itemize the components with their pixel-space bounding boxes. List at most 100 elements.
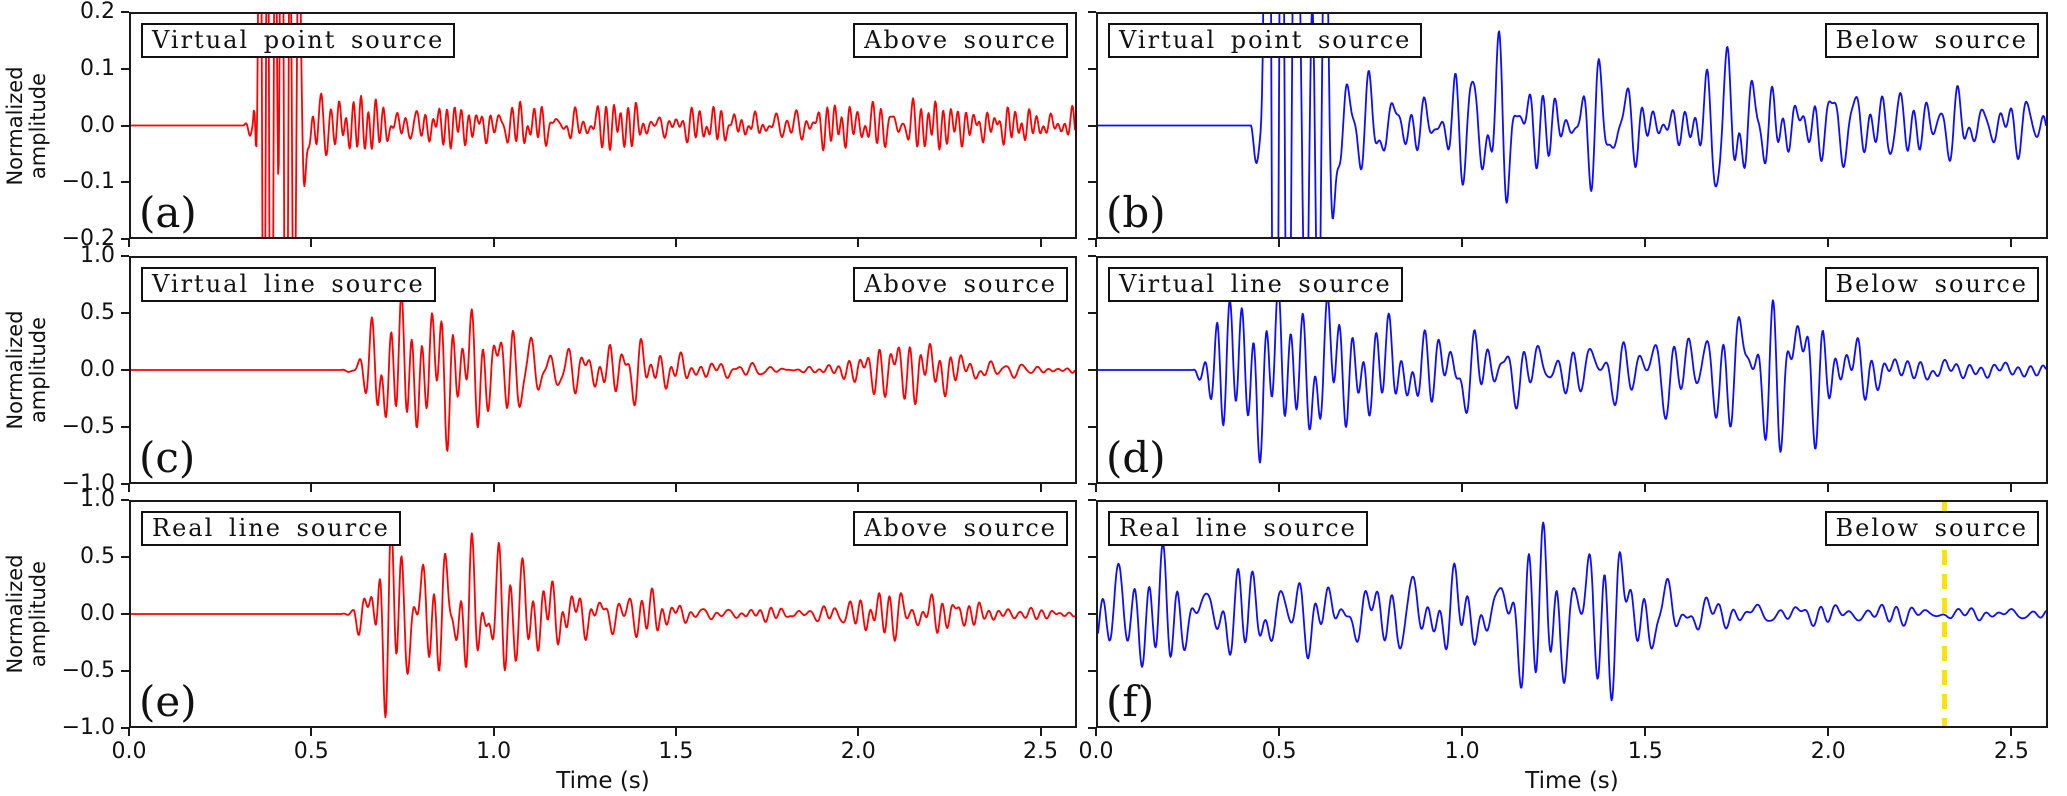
waveform-svg xyxy=(131,14,1075,237)
x-tick xyxy=(857,239,860,247)
source-label-box: Virtual line source xyxy=(141,267,436,302)
source-label-box: Virtual point source xyxy=(141,23,456,58)
y-tick-label: 0.0 xyxy=(80,357,115,382)
y-tick xyxy=(1088,727,1096,729)
x-tick xyxy=(1039,239,1042,247)
panel-letter-c: (c) xyxy=(139,433,196,482)
y-tick xyxy=(1088,499,1096,501)
waveform-svg xyxy=(131,521,1075,719)
x-tick xyxy=(128,728,130,736)
waveform-svg xyxy=(131,292,1075,452)
panel-f: (f) Real line source Below source xyxy=(1096,500,2048,728)
panel-b: (b) Virtual point source Below source xyxy=(1096,12,2048,239)
y-tick xyxy=(1088,613,1096,615)
y-tick xyxy=(121,181,129,184)
y-tick-label: 0.5 xyxy=(80,300,115,325)
event-marker-line xyxy=(1941,502,1947,726)
panel-letter-f: (f) xyxy=(1106,677,1155,726)
x-tick xyxy=(492,728,495,736)
position-label-box: Above source xyxy=(853,23,1068,58)
x-tick xyxy=(1827,239,1830,247)
y-tick xyxy=(121,556,129,558)
waveform-svg xyxy=(1098,521,2046,702)
waveform-trace xyxy=(131,521,1075,719)
x-tick xyxy=(1827,484,1830,492)
panel-letter-e: (e) xyxy=(139,677,197,726)
y-tick xyxy=(121,11,129,13)
y-tick xyxy=(1088,11,1096,13)
position-label-box: Above source xyxy=(853,511,1068,546)
y-tick xyxy=(121,238,129,240)
x-tick-label: 2.0 xyxy=(840,739,876,764)
panel-a: (a) Virtual point source Above source xyxy=(129,12,1077,239)
x-tick-label: 2.0 xyxy=(1810,739,1846,764)
y-tick xyxy=(1088,483,1096,485)
x-tick xyxy=(1278,728,1281,736)
x-tick xyxy=(1095,239,1097,247)
y-tick xyxy=(1088,255,1096,257)
x-tick-label: 1.5 xyxy=(658,739,694,764)
x-tick xyxy=(310,239,313,247)
y-tick xyxy=(1088,181,1096,184)
x-tick xyxy=(492,484,495,492)
x-tick xyxy=(1461,728,1464,736)
y-tick xyxy=(121,499,129,501)
waveform-trace xyxy=(1098,521,2046,702)
y-tick xyxy=(1088,556,1096,558)
x-tick xyxy=(1278,484,1281,492)
y-tick xyxy=(1088,426,1096,428)
y-tick xyxy=(1088,312,1096,314)
x-tick xyxy=(310,484,313,492)
y-tick xyxy=(121,613,129,615)
waveform-svg xyxy=(1098,284,2046,464)
waveform-trace xyxy=(1098,14,2046,237)
x-tick xyxy=(674,728,677,736)
x-tick xyxy=(1644,484,1647,492)
position-label-box: Below source xyxy=(1824,23,2039,58)
y-tick xyxy=(121,670,129,672)
y-axis-title: Normalized amplitude xyxy=(3,554,50,674)
y-tick xyxy=(1088,124,1096,127)
y-tick xyxy=(1088,369,1096,371)
x-tick-label: 1.0 xyxy=(476,739,512,764)
y-tick xyxy=(121,67,129,70)
panel-d: (d) Virtual line source Below source xyxy=(1096,256,2048,484)
source-label-box: Virtual line source xyxy=(1108,267,1403,302)
x-tick xyxy=(1039,728,1042,736)
y-tick-label: 0.0 xyxy=(80,112,115,138)
panel-letter-a: (a) xyxy=(139,188,197,237)
x-tick xyxy=(1278,239,1281,247)
x-tick-label: 2.5 xyxy=(1993,739,2029,764)
y-tick-label: −1.0 xyxy=(61,715,115,740)
waveform-trace xyxy=(131,14,1075,237)
y-tick-label: −0.2 xyxy=(61,226,115,251)
x-tick xyxy=(128,239,130,247)
x-axis-title: Time (s) xyxy=(556,768,650,794)
y-tick-label: −0.5 xyxy=(61,414,115,439)
x-tick xyxy=(857,484,860,492)
y-tick-label: 0.0 xyxy=(80,601,115,626)
y-tick xyxy=(121,426,129,428)
panel-e: (e) Real line source Above source xyxy=(129,500,1077,728)
y-tick xyxy=(121,727,129,729)
position-label-box: Below source xyxy=(1824,267,2039,302)
x-axis-title: Time (s) xyxy=(1525,768,1619,794)
x-tick xyxy=(857,728,860,736)
x-tick xyxy=(2010,484,2013,492)
x-tick-label: 0.0 xyxy=(1078,739,1114,764)
x-tick xyxy=(2010,728,2013,736)
x-tick xyxy=(1644,239,1647,247)
x-tick xyxy=(1039,484,1042,492)
position-label-box: Above source xyxy=(853,267,1068,302)
y-axis-title: Normalized amplitude xyxy=(3,65,50,186)
waveform-trace xyxy=(1098,284,2046,464)
x-tick-label: 1.5 xyxy=(1627,739,1663,764)
x-tick-label: 0.5 xyxy=(293,739,329,764)
x-tick xyxy=(674,484,677,492)
x-tick xyxy=(492,239,495,247)
y-tick-label: 0.1 xyxy=(80,55,115,81)
panel-letter-d: (d) xyxy=(1106,433,1166,482)
panel-c: (c) Virtual line source Above source xyxy=(129,256,1077,484)
y-tick xyxy=(121,124,129,127)
